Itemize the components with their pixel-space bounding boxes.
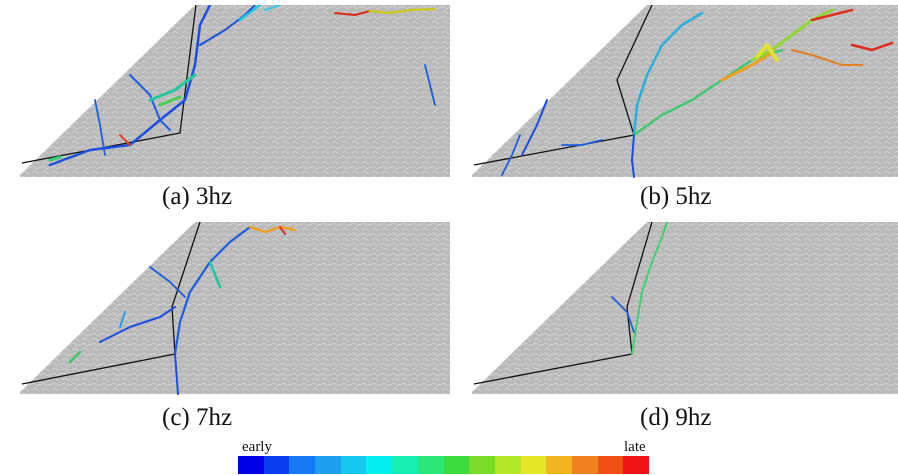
colorbar-segment	[238, 456, 264, 474]
crack-network	[48, 5, 437, 167]
fault-line	[473, 222, 653, 385]
colorbar-segment	[443, 456, 470, 474]
colorbar-segment	[623, 456, 649, 474]
colorbar-segment	[315, 456, 341, 474]
panel-d	[462, 222, 898, 397]
time-colorbar	[238, 456, 649, 474]
colorbar-segment	[469, 456, 495, 474]
colorbar-segment	[263, 456, 290, 474]
colorbar-segment	[366, 456, 393, 474]
caption-a: (a) 3hz	[162, 183, 233, 210]
crack-map-a	[20, 5, 450, 177]
panel-c	[10, 222, 450, 397]
colorbar-segment	[289, 456, 316, 474]
colorbar-segment	[546, 456, 572, 474]
legend-end-label: late	[624, 439, 646, 455]
crack-map-d	[472, 222, 898, 394]
caption-b: (b) 5hz	[640, 183, 712, 210]
panel-a	[10, 5, 450, 180]
rock-mass	[472, 5, 898, 177]
rock-mass	[472, 222, 898, 394]
legend-start-label: early	[242, 439, 272, 455]
crack-network	[68, 225, 297, 395]
colorbar-segment	[494, 456, 521, 474]
colorbar-segment	[571, 456, 598, 474]
crack-network	[501, 8, 894, 178]
colorbar-segment	[340, 456, 367, 474]
caption-c: (c) 7hz	[162, 404, 233, 431]
fault-line	[473, 5, 653, 166]
fault-line	[21, 5, 197, 164]
rock-mass	[20, 5, 450, 177]
colorbar-segment	[392, 456, 418, 474]
panel-b	[462, 5, 898, 180]
fault-line	[21, 222, 201, 385]
colorbar-segment	[597, 456, 624, 474]
colorbar-segment	[417, 456, 444, 474]
rock-mass	[20, 222, 450, 394]
crack-network	[611, 222, 668, 355]
crack-map-c	[20, 222, 450, 395]
colorbar-segment	[520, 456, 547, 474]
caption-d: (d) 9hz	[640, 404, 712, 431]
crack-map-b	[472, 5, 898, 178]
